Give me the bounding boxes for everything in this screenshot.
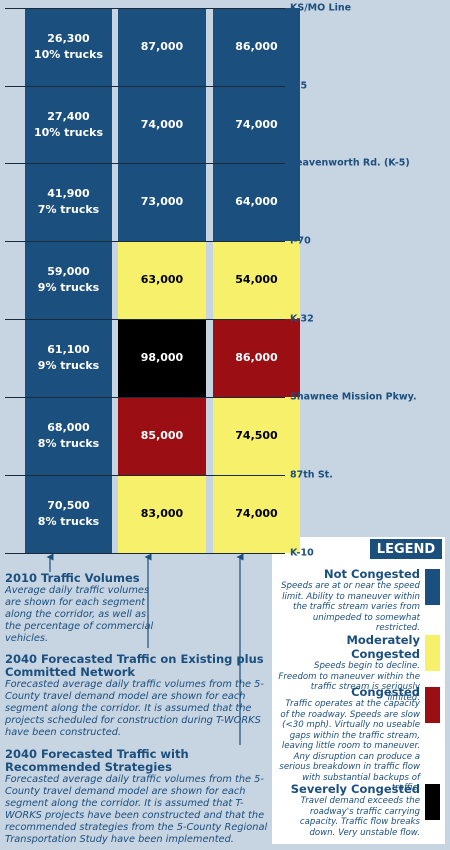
boundary-label: KS/MO Line [290, 2, 352, 14]
boundary-label: Leavenworth Rd. (K-5) [290, 157, 410, 169]
existing-volume: 63,000 [140, 273, 184, 286]
truck-share: 9% trucks [37, 281, 100, 294]
recommended-cell: 86,000 [213, 8, 300, 86]
boundary-line [5, 163, 285, 164]
existing-volume: 87,000 [140, 40, 184, 53]
existing-cell: 87,000 [118, 8, 206, 86]
recommended-volume: 74,500 [235, 429, 278, 442]
boundary-line [5, 553, 285, 554]
truck-share: 10% trucks [33, 125, 104, 139]
boundary-line [5, 319, 285, 320]
legend-title: LEGEND [370, 539, 442, 559]
existing-volume: 85,000 [140, 429, 184, 442]
note-title: 2040 Forecasted Traffic with Recommended… [5, 747, 189, 774]
recommended-cell: 54,000 [213, 241, 300, 319]
volume-2010: 68,000 [47, 421, 90, 434]
legend-item-text: Speeds are at or near the speed limit. A… [281, 581, 420, 633]
existing-cell: 74,000 [118, 86, 206, 163]
note: 2040 Forecasted Traffic on Existing plus… [5, 653, 270, 739]
volume-cell: 68,000 8% trucks [25, 397, 112, 475]
existing-cell: 85,000 [118, 397, 206, 475]
recommended-volume: 86,000 [235, 351, 278, 364]
existing-cell: 98,000 [118, 319, 206, 397]
recommended-cell: 86,000 [213, 319, 300, 397]
recommended-cell: 64,000 [213, 163, 300, 241]
truck-share: 8% trucks [37, 437, 100, 450]
boundary-line [5, 475, 285, 476]
volume-2010: 26,300 [47, 32, 90, 45]
existing-volume: 98,000 [140, 351, 184, 364]
recommended-cell: 74,500 [213, 397, 300, 475]
legend-item-title: Severely Congested [290, 782, 420, 796]
boundary-line [5, 86, 285, 87]
existing-volume: 83,000 [140, 507, 184, 520]
existing-cell: 63,000 [118, 241, 206, 319]
recommended-volume: 74,000 [235, 507, 278, 520]
note-title: 2040 Forecasted Traffic on Existing plus… [5, 652, 264, 679]
legend-item-title: Congested [351, 685, 420, 699]
boundary-line [5, 241, 285, 242]
volume-cell: 70,500 8% trucks [25, 475, 112, 553]
volume-2010: 59,000 [47, 265, 90, 278]
volume-2010: 41,900 [47, 187, 90, 200]
volume-2010: 27,400 [47, 109, 90, 123]
boundary-line [5, 8, 285, 9]
volume-cell: 59,000 9% trucks [25, 241, 112, 319]
existing-volume: 74,000 [140, 117, 184, 131]
volume-cell: 41,900 7% trucks [25, 163, 112, 241]
volume-2010: 61,100 [47, 343, 90, 356]
volume-cell: 61,100 9% trucks [25, 319, 112, 397]
note-title: 2010 Traffic Volumes [5, 571, 140, 585]
boundary-label: 87th St. [290, 469, 333, 481]
legend: LEGEND Not Congested Speeds are at or nea… [272, 537, 445, 844]
legend-item-title: Moderately Congested [346, 633, 420, 661]
volume-cell: 26,300 10% trucks [25, 8, 112, 86]
legend-swatch [425, 687, 440, 723]
existing-cell: 83,000 [118, 475, 206, 553]
recommended-volume: 64,000 [235, 195, 278, 208]
recommended-cell: 74,000 [213, 475, 300, 553]
volume-2010: 70,500 [47, 499, 90, 512]
note-text: Average daily traffic volumes are shown … [5, 585, 154, 644]
legend-item-title: Not Congested [324, 567, 420, 581]
volume-cell: 27,400 10% trucks [25, 86, 112, 163]
legend-item: Not Congested Speeds are at or near the s… [276, 567, 420, 634]
note-text: Forecasted average daily traffic volumes… [5, 774, 268, 845]
legend-item: Congested Traffic operates at the capacit… [276, 685, 420, 794]
legend-item: Severely Congested Travel demand exceeds … [276, 782, 420, 838]
note-text: Forecasted average daily traffic volumes… [5, 679, 264, 738]
legend-item-text: Travel demand exceeds the roadway's traf… [299, 796, 420, 838]
truck-share: 9% trucks [37, 359, 100, 372]
truck-share: 10% trucks [33, 48, 104, 61]
boundary-label: K-32 [290, 313, 314, 325]
legend-item-text: Traffic operates at the capacity of the … [279, 699, 420, 793]
recommended-volume: 54,000 [235, 273, 278, 286]
legend-item-text: Speeds begin to decline. Freedom to mane… [278, 661, 420, 703]
boundary-label: Shawnee Mission Pkwy. [290, 391, 417, 403]
recommended-volume: 86,000 [235, 40, 278, 53]
legend-swatch [425, 569, 440, 605]
note: 2010 Traffic Volumes Average daily traffi… [5, 572, 155, 645]
boundary-line [5, 397, 285, 398]
legend-swatch [425, 784, 440, 820]
note: 2040 Forecasted Traffic with Recommended… [5, 748, 273, 846]
boundary-label: K-5 [290, 80, 308, 92]
existing-cell: 73,000 [118, 163, 206, 241]
legend-item: Moderately Congested Speeds begin to decl… [276, 633, 420, 703]
recommended-cell: 74,000 [213, 86, 300, 163]
existing-volume: 73,000 [140, 195, 184, 208]
legend-swatch [425, 635, 440, 671]
truck-share: 8% trucks [37, 515, 100, 528]
boundary-label: K-10 [290, 547, 314, 559]
truck-share: 7% trucks [37, 203, 100, 216]
boundary-label: I-70 [290, 235, 311, 247]
recommended-volume: 74,000 [235, 117, 278, 131]
